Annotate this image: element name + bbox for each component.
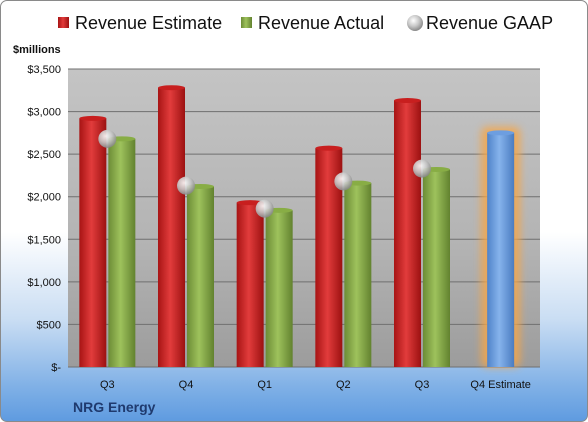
y-axis-unit-label: $millions <box>13 44 61 56</box>
y-tick-label: $500 <box>37 319 61 331</box>
marker-revenue-gaap <box>177 176 195 195</box>
marker-revenue-gaap <box>334 172 353 191</box>
bar-revenue-actual <box>265 210 293 367</box>
bar-revenue-actual <box>108 138 136 367</box>
bar-revenue-estimate <box>158 87 185 367</box>
y-tick-label: $1,500 <box>27 234 61 246</box>
legend-swatch-revenue-estimate <box>58 17 69 28</box>
y-axis-ticks: $- $500 $1,000 $1,500 $2,000 $2,500 $3,000 $3,5… <box>27 64 61 374</box>
legend-swatch-revenue-actual <box>241 17 252 28</box>
bar-revenue-estimate-cap <box>394 98 421 104</box>
legend-label: Revenue Actual <box>258 13 384 33</box>
bar-revenue-actual-estimate <box>487 132 515 367</box>
bar-revenue-actual-estimate-cap <box>487 130 515 136</box>
x-tick-label: Q3 <box>415 379 430 391</box>
bar-revenue-estimate <box>394 100 421 367</box>
company-name: NRG Energy <box>73 399 156 415</box>
x-tick-label: Q4 Estimate <box>470 379 531 391</box>
bars-layer <box>79 85 521 367</box>
y-tick-label: $2,000 <box>27 192 61 204</box>
legend-label: Revenue GAAP <box>426 13 553 33</box>
legend-label: Revenue Estimate <box>75 13 222 33</box>
y-tick-label: $1,000 <box>27 277 61 289</box>
marker-revenue-gaap <box>255 199 274 218</box>
legend: Revenue Estimate Revenue Actual Revenue GA… <box>58 13 553 33</box>
plot-area <box>68 69 540 367</box>
bar-revenue-estimate-cap <box>315 145 343 151</box>
y-tick-label: $3,500 <box>27 64 61 76</box>
x-tick-label: Q1 <box>257 379 272 391</box>
gaap-markers-layer <box>98 129 431 218</box>
bar-revenue-estimate-cap <box>158 85 185 91</box>
bar-revenue-actual <box>344 183 372 367</box>
bar-revenue-actual <box>187 186 214 367</box>
y-tick-label: $3,000 <box>27 107 61 119</box>
x-tick-label: Q4 <box>179 379 194 391</box>
gridlines <box>68 68 540 368</box>
bar-revenue-estimate <box>79 118 107 367</box>
legend-swatch-revenue-gaap <box>407 15 423 31</box>
bar-revenue-estimate-cap <box>79 115 107 121</box>
bar-revenue-estimate <box>236 202 264 367</box>
x-tick-label: Q3 <box>100 379 115 391</box>
x-axis-ticks: Q3 Q4 Q1 Q2 Q3 Q4 Estimate <box>100 379 531 391</box>
bar-revenue-actual <box>423 169 450 367</box>
y-tick-label: $- <box>51 362 61 374</box>
y-tick-label: $2,500 <box>27 149 61 161</box>
bar-revenue-estimate-cap <box>236 200 264 206</box>
marker-revenue-gaap <box>413 159 431 178</box>
x-tick-label: Q2 <box>336 379 351 391</box>
marker-revenue-gaap <box>98 129 117 148</box>
